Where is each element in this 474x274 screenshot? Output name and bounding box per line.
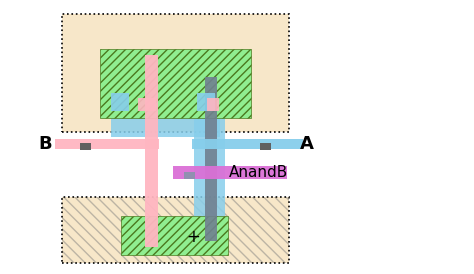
- Bar: [111, 93, 129, 111]
- Bar: [80, 143, 91, 150]
- Text: AnandB: AnandB: [228, 165, 288, 180]
- Bar: [138, 98, 156, 111]
- Bar: [207, 98, 219, 111]
- Bar: [192, 139, 303, 149]
- Bar: [62, 197, 289, 263]
- Bar: [145, 55, 158, 247]
- Bar: [62, 197, 289, 263]
- Bar: [62, 197, 289, 263]
- Bar: [111, 101, 220, 137]
- Bar: [260, 143, 271, 150]
- Text: +: +: [186, 228, 201, 246]
- Bar: [173, 166, 287, 179]
- Bar: [100, 49, 251, 118]
- Bar: [194, 68, 225, 241]
- Bar: [121, 216, 228, 255]
- Bar: [205, 77, 217, 241]
- Bar: [184, 172, 195, 179]
- Text: A: A: [300, 135, 314, 153]
- Bar: [55, 139, 159, 149]
- Bar: [197, 93, 215, 111]
- Bar: [62, 14, 289, 132]
- Text: B: B: [38, 135, 52, 153]
- Bar: [62, 14, 289, 132]
